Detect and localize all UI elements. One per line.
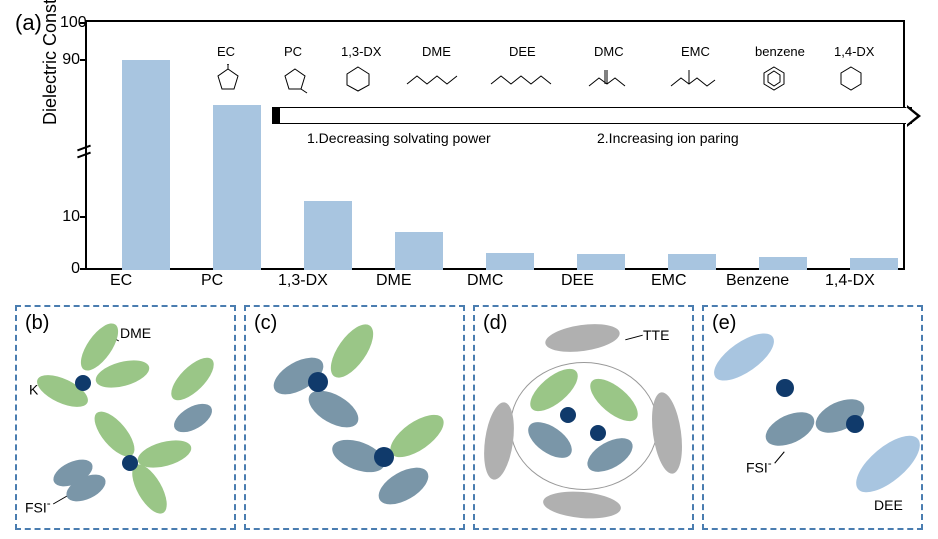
panel-c-label: (c) bbox=[254, 312, 277, 335]
y-axis-label: Dielectric Constant bbox=[40, 0, 61, 125]
x-label: DEE bbox=[561, 272, 594, 290]
label-dme: DME bbox=[120, 325, 151, 341]
bar-ec bbox=[122, 60, 170, 270]
label-dee: DEE bbox=[874, 497, 903, 513]
y-tick: 0 bbox=[60, 260, 80, 278]
solv-label: PC bbox=[284, 44, 302, 59]
k-ion bbox=[560, 407, 576, 423]
panel-a-label: (a) bbox=[15, 10, 42, 36]
k-ion bbox=[590, 425, 606, 441]
k-ion bbox=[308, 372, 328, 392]
panels-bottom: (b) DME K+ FSI- (c) (d) TTE bbox=[15, 305, 923, 530]
x-label: DMC bbox=[467, 272, 503, 290]
panel-b: (b) DME K+ FSI- bbox=[15, 305, 236, 530]
x-label: DME bbox=[376, 272, 412, 290]
x-label: EMC bbox=[651, 272, 687, 290]
label-fsi: FSI- bbox=[746, 457, 772, 476]
dme-ellipse bbox=[165, 351, 221, 407]
pointer-line bbox=[774, 451, 784, 463]
struct-emc-icon bbox=[667, 64, 717, 92]
tte-ellipse bbox=[542, 489, 622, 522]
struct-14dx-icon bbox=[837, 64, 865, 92]
x-label: EC bbox=[110, 272, 132, 290]
arrow-bar bbox=[272, 107, 912, 124]
solv-label: EC bbox=[217, 44, 235, 59]
x-label: Benzene bbox=[726, 272, 789, 290]
dme-ellipse bbox=[323, 318, 381, 385]
y-tick: 90 bbox=[60, 51, 80, 69]
panel-b-label: (b) bbox=[25, 312, 49, 335]
struct-benzene-icon bbox=[760, 64, 788, 92]
panel-d: (d) TTE bbox=[473, 305, 694, 530]
chart-area: EC PC 1,3-DX DME DEE DMC EMC benzene 1,4… bbox=[85, 20, 905, 270]
y-tick: 100 bbox=[60, 14, 80, 32]
k-ion bbox=[374, 447, 394, 467]
solv-label: benzene bbox=[755, 44, 805, 59]
struct-dee-icon bbox=[489, 72, 559, 90]
bar-13dx bbox=[304, 201, 352, 270]
bar-emc bbox=[668, 254, 716, 270]
x-label: PC bbox=[201, 272, 223, 290]
tte-ellipse bbox=[647, 390, 686, 475]
panel-e-label: (e) bbox=[712, 312, 736, 335]
bar-dmc bbox=[486, 253, 534, 270]
pointer-line bbox=[625, 335, 643, 341]
dee-ellipse bbox=[847, 426, 929, 502]
struct-ec-icon bbox=[212, 64, 244, 94]
solv-label: DME bbox=[422, 44, 451, 59]
solv-label: DEE bbox=[509, 44, 536, 59]
arrow-cap bbox=[272, 108, 280, 123]
label-tte: TTE bbox=[643, 327, 669, 343]
solv-label: 1,4-DX bbox=[834, 44, 874, 59]
k-ion bbox=[776, 379, 794, 397]
panel-a: (a) Dielectric Constant 100 90 10 0 EC P… bbox=[15, 10, 923, 295]
bar-pc bbox=[213, 105, 261, 270]
k-ion bbox=[846, 415, 864, 433]
struct-pc-icon bbox=[279, 64, 313, 94]
solv-label: 1,3-DX bbox=[341, 44, 381, 59]
panel-d-label: (d) bbox=[483, 312, 507, 335]
solv-label: EMC bbox=[681, 44, 710, 59]
panel-c: (c) bbox=[244, 305, 465, 530]
panel-e: (e) FSI- DEE bbox=[702, 305, 923, 530]
bar-benzene bbox=[759, 257, 807, 270]
bar-dme bbox=[395, 232, 443, 270]
label-fsi: FSI- bbox=[25, 497, 51, 516]
arrow-head-inner bbox=[906, 107, 917, 125]
struct-13dx-icon bbox=[343, 64, 373, 92]
bar-14dx bbox=[850, 258, 898, 270]
fsi-ellipse bbox=[169, 398, 216, 438]
k-ion bbox=[122, 455, 138, 471]
fsi-ellipse bbox=[761, 405, 820, 452]
arrow-text-1: 1.Decreasing solvating power bbox=[307, 130, 491, 146]
bar-dee bbox=[577, 254, 625, 270]
x-label: 1,4-DX bbox=[825, 272, 875, 290]
dme-ellipse bbox=[88, 405, 142, 463]
arrow-text-2: 2.Increasing ion paring bbox=[597, 130, 739, 146]
x-label: 1,3-DX bbox=[278, 272, 328, 290]
fsi-ellipse bbox=[303, 383, 365, 435]
struct-dmc-icon bbox=[585, 64, 629, 92]
k-ion bbox=[75, 375, 91, 391]
y-tick: 10 bbox=[60, 208, 80, 226]
struct-dme-icon bbox=[405, 72, 465, 90]
tte-ellipse bbox=[544, 320, 622, 356]
solv-label: DMC bbox=[594, 44, 624, 59]
